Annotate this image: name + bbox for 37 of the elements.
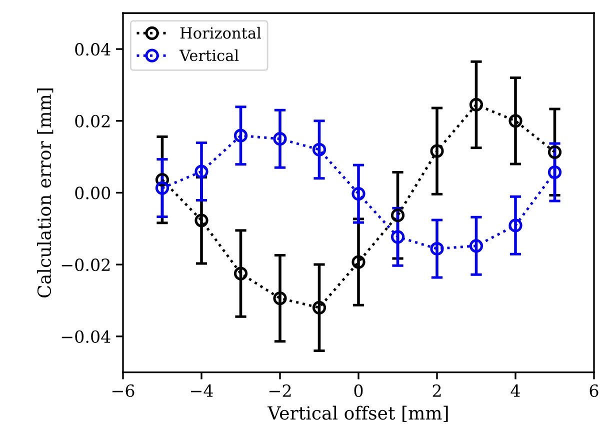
point: [548, 145, 562, 159]
point: [273, 292, 287, 306]
y-tick-label: 0.00: [75, 186, 110, 200]
point: [312, 142, 326, 156]
legend-label: Horizontal: [180, 26, 262, 39]
y-axis-title: Calculation error [mm]: [37, 88, 54, 298]
x-tick-label: −2: [269, 384, 291, 397]
x-axis-title: Vertical offset [mm]: [268, 406, 448, 422]
y-tick-label: 0.02: [75, 114, 110, 128]
point: [430, 144, 444, 158]
x-tick-label: 6: [590, 384, 598, 398]
x-tick-label: −4: [190, 384, 213, 397]
y-tick-label: −0.02: [62, 258, 110, 272]
x-tick-label: 0: [354, 384, 363, 398]
point: [508, 114, 522, 128]
legend-label: Vertical: [179, 49, 239, 62]
point: [352, 255, 366, 269]
x-tick-label: −6: [112, 384, 134, 398]
point: [469, 239, 484, 253]
point: [508, 218, 522, 232]
x-tick-label: 4: [510, 384, 520, 397]
point: [155, 181, 170, 195]
y-tick-label: −0.04: [62, 330, 110, 343]
point: [352, 186, 366, 201]
point: [194, 214, 208, 228]
point: [390, 208, 405, 222]
point: [194, 164, 208, 178]
point: [234, 128, 248, 142]
x-tick-label: 2: [432, 384, 441, 397]
point: [273, 132, 287, 146]
point: [430, 242, 444, 256]
point: [390, 230, 405, 244]
y-tick-label: 0.04: [75, 43, 110, 56]
point: [548, 165, 562, 180]
point: [312, 300, 326, 314]
point: [234, 266, 248, 280]
point: [469, 98, 484, 112]
